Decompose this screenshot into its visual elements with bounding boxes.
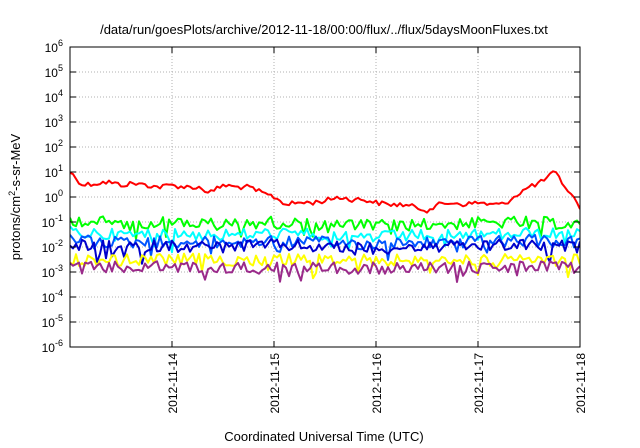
y-tick-base: 10: [45, 166, 59, 180]
y-tick-base: 10: [45, 91, 59, 105]
y-tick-base: 10: [42, 316, 56, 330]
y-tick-labels: 10-610-510-410-310-210-11001011021031041…: [42, 38, 63, 355]
x-tick-labels: 2012-11-14 2012-11-15 2012-11-16 2012-11-17…: [166, 353, 588, 414]
grid-lines: [70, 47, 580, 347]
y-tick-label: 10-2: [42, 238, 63, 255]
x-tick-label: 2012-11-16: [370, 353, 384, 414]
y-tick-base: 10: [42, 216, 56, 230]
y-tick-exponent: -1: [55, 213, 63, 223]
y-tick-base: 10: [42, 241, 56, 255]
x-tick-label: 2012-11-15: [268, 353, 282, 414]
y-tick-exponent: 0: [58, 188, 63, 198]
series-line: [70, 170, 580, 214]
y-tick-label: 103: [45, 113, 63, 130]
y-label-superscript: 2: [7, 191, 17, 196]
series-layer: [70, 170, 580, 283]
y-tick-label: 100: [45, 188, 63, 205]
y-tick-label: 10-3: [42, 263, 63, 280]
y-tick-exponent: 5: [58, 63, 63, 73]
y-tick-base: 10: [42, 291, 56, 305]
y-tick-label: 101: [45, 163, 63, 180]
x-tick-label: 2012-11-18: [574, 353, 588, 414]
y-tick-base: 10: [45, 191, 59, 205]
y-tick-label: 10-5: [42, 313, 63, 330]
y-tick-base: 10: [45, 66, 59, 80]
y-tick-exponent: 4: [58, 88, 63, 98]
y-axis-label: protons/cm2-s-sr-MeV: [7, 133, 23, 260]
y-tick-label: 104: [45, 88, 63, 105]
y-tick-label: 10-4: [42, 288, 63, 305]
chart-title: /data/run/goesPlots/archive/2012-11-18/0…: [100, 22, 548, 37]
x-axis-label: Coordinated Universal Time (UTC): [224, 429, 423, 444]
y-tick-exponent: -3: [55, 263, 63, 273]
y-label-text: -s-sr-MeV: [8, 133, 23, 190]
y-tick-base: 10: [45, 116, 59, 130]
y-tick-label: 105: [45, 63, 63, 80]
y-tick-base: 10: [42, 266, 56, 280]
x-tick-label: 2012-11-14: [166, 353, 180, 414]
y-tick-base: 10: [45, 41, 59, 55]
series-line: [70, 215, 580, 240]
y-tick-label: 10-1: [42, 213, 63, 230]
y-tick-exponent: 3: [58, 113, 63, 123]
y-tick-exponent: 6: [58, 38, 63, 48]
y-tick-exponent: 2: [58, 138, 63, 148]
y-label-text: protons/cm: [8, 196, 23, 260]
y-tick-base: 10: [45, 141, 59, 155]
y-tick-exponent: 1: [58, 163, 63, 173]
series-line: [70, 238, 580, 265]
y-tick-exponent: -2: [55, 238, 63, 248]
y-tick-base: 10: [42, 341, 56, 355]
y-tick-label: 106: [45, 38, 63, 55]
y-tick-label: 10-6: [42, 338, 63, 355]
y-tick-exponent: -4: [55, 288, 63, 298]
x-tick-label: 2012-11-17: [472, 353, 486, 414]
y-tick-exponent: -5: [55, 313, 63, 323]
series-line: [70, 260, 580, 283]
y-tick-label: 102: [45, 138, 63, 155]
series-line: [70, 252, 580, 280]
y-tick-exponent: -6: [55, 338, 63, 348]
tick-marks: [70, 46, 581, 348]
